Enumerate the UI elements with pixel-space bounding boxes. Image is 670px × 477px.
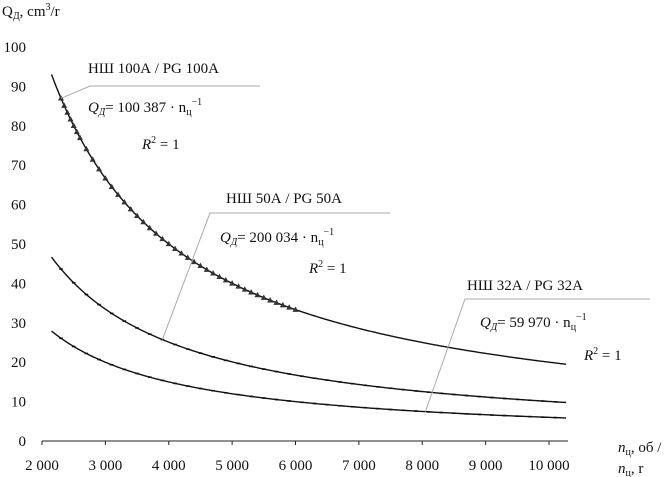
series-1-point bbox=[286, 304, 293, 310]
series-1-point bbox=[96, 166, 103, 172]
series-3-r2: R2 = 1 bbox=[583, 346, 622, 364]
y-tick-label: 50 bbox=[11, 237, 26, 253]
series-1-point bbox=[210, 270, 217, 276]
x-tick-label: 4 000 bbox=[152, 458, 186, 474]
series-1-equation: QД= 100 387 · nц−1 bbox=[88, 97, 202, 118]
series-1-point bbox=[134, 212, 141, 219]
series-1-point bbox=[172, 245, 179, 251]
series-1-point bbox=[61, 102, 68, 108]
y-tick-label: 40 bbox=[11, 276, 26, 292]
series-1-point bbox=[248, 289, 255, 295]
series-1-point bbox=[153, 230, 160, 236]
leader-line-3 bbox=[424, 298, 650, 412]
series-1-name: НШ 100А / PG 100А bbox=[88, 61, 219, 77]
series-1-point bbox=[279, 301, 286, 308]
series-3-curve bbox=[51, 330, 567, 419]
series-1-point bbox=[77, 134, 84, 141]
series-1-point bbox=[73, 128, 80, 135]
series-1-point bbox=[241, 286, 248, 292]
series-1-point bbox=[89, 156, 96, 162]
y-tick-label: 10 bbox=[11, 395, 26, 411]
series-1-point bbox=[102, 175, 109, 181]
series-3-name: НШ 32А / PG 32А bbox=[467, 278, 583, 294]
series-1-point bbox=[184, 254, 191, 260]
series-1-point bbox=[191, 258, 198, 265]
series-1-point bbox=[178, 250, 185, 256]
series-1-point bbox=[222, 276, 229, 283]
leader-line-2 bbox=[161, 212, 390, 340]
series-1-point bbox=[140, 218, 147, 225]
series-1-point bbox=[108, 183, 115, 189]
series-2-r2: R2 = 1 bbox=[308, 259, 347, 277]
leader-line-1 bbox=[60, 85, 260, 99]
series-1-point bbox=[146, 224, 153, 231]
series-1-point bbox=[121, 198, 128, 205]
series-1-point bbox=[165, 240, 172, 247]
y-tick-label: 80 bbox=[11, 119, 26, 135]
x-axis-label-line2: nц, r bbox=[618, 461, 643, 477]
series-3-equation: QД= 59 970 · nц−1 bbox=[480, 312, 587, 333]
x-tick-label: 9 000 bbox=[469, 458, 503, 474]
series-1-point bbox=[229, 280, 236, 286]
y-tick-label: 70 bbox=[11, 158, 26, 174]
markers bbox=[58, 95, 558, 419]
series-1-point bbox=[83, 145, 90, 152]
axes: 2 000 3 000 4 000 5 000 6 000 7 000 8 000 9 000… bbox=[4, 40, 570, 474]
y-tick-label: 100 bbox=[4, 40, 27, 56]
series-1-point bbox=[235, 283, 242, 289]
series-1-point bbox=[216, 273, 223, 280]
series-1-r2: R2 = 1 bbox=[141, 135, 180, 153]
curves bbox=[50, 74, 567, 419]
series-1-point bbox=[67, 116, 74, 122]
series-2-equation: QД= 200 034 · nц−1 bbox=[220, 227, 334, 248]
series-1-point bbox=[273, 299, 280, 305]
series-1-point bbox=[197, 262, 204, 269]
x-tick-label: 3 000 bbox=[88, 458, 122, 474]
annotation-series-1: НШ 100А / PG 100А QД= 100 387 · nц−1 R2 … bbox=[88, 61, 219, 153]
annotation-series-3: НШ 32А / PG 32А QД= 59 970 · nц−1 R2 = 1 bbox=[467, 278, 622, 364]
series-1-point bbox=[64, 109, 71, 115]
y-axis-label: QД, cm3/r bbox=[2, 2, 60, 22]
x-tick-label: 5 000 bbox=[215, 458, 249, 474]
y-tick-label: 0 bbox=[19, 434, 27, 450]
y-tick-label: 30 bbox=[11, 316, 26, 332]
series-1-point bbox=[267, 297, 274, 303]
series-1-point bbox=[159, 235, 166, 242]
y-tick-label: 60 bbox=[11, 198, 26, 214]
series-1-point bbox=[127, 205, 134, 212]
series-1-point bbox=[203, 266, 210, 272]
x-tick-label: 10 000 bbox=[528, 458, 569, 474]
x-tick-label: 7 000 bbox=[342, 458, 376, 474]
y-tick-label: 20 bbox=[11, 355, 26, 371]
series-1-point bbox=[260, 294, 267, 300]
series-1-point bbox=[292, 306, 299, 312]
x-tick-label: 2 000 bbox=[25, 458, 59, 474]
x-tick-label: 8 000 bbox=[405, 458, 439, 474]
series-2-name: НШ 50А / PG 50А bbox=[226, 191, 342, 207]
series-1-point bbox=[70, 122, 77, 128]
x-axis-label-line1: nц, об / bbox=[618, 440, 662, 458]
series-1-point bbox=[115, 191, 122, 197]
x-tick-label: 6 000 bbox=[279, 458, 313, 474]
series-1-point bbox=[254, 291, 261, 298]
y-tick-label: 90 bbox=[11, 79, 26, 95]
annotation-series-2: НШ 50А / PG 50А QД= 200 034 · nц−1 R2 = … bbox=[220, 191, 347, 277]
leader-lines bbox=[60, 85, 650, 412]
